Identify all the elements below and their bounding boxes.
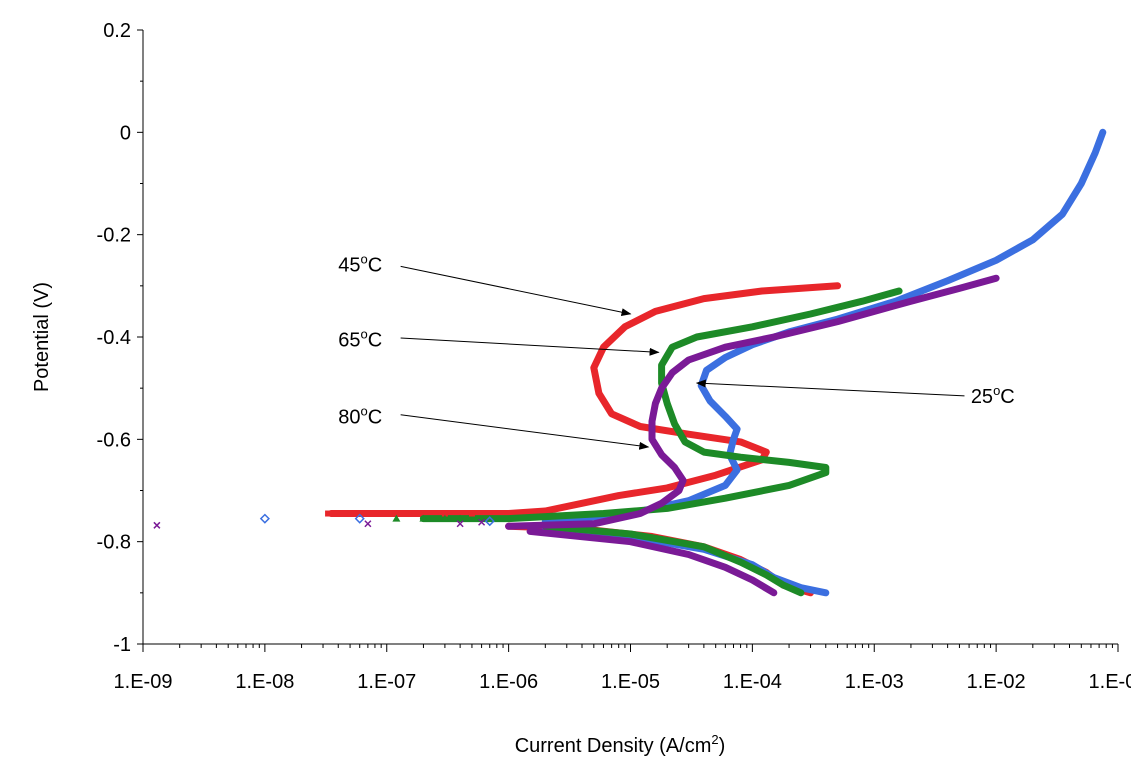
y-tick-label: 0 <box>120 122 131 144</box>
data-point-1 <box>325 510 332 517</box>
series-curve-6 <box>541 522 805 597</box>
data-point-13 <box>484 516 495 527</box>
data-point-8 <box>419 514 428 522</box>
annotation-label-80: 80oC <box>338 403 382 428</box>
y-tick-label: -0.2 <box>97 225 131 247</box>
scatter-points-layer <box>153 510 495 529</box>
data-point-3 <box>364 510 371 517</box>
y-tick-label: -1 <box>113 634 131 656</box>
annotations-layer: 45oC 65oC 80oC 25oC <box>338 251 1015 450</box>
data-point-4 <box>405 510 412 517</box>
annotation-arrow-65 <box>400 337 660 356</box>
x-tick-label: 1.E-04 <box>723 671 782 693</box>
x-tick-label: 1.E-06 <box>479 671 538 693</box>
data-point-10 <box>456 514 465 522</box>
y-tick-label: -0.8 <box>97 532 131 554</box>
x-tick-label: 1.E-02 <box>967 671 1026 693</box>
y-tick-label: -0.6 <box>97 429 131 451</box>
annotation-label-25: 25oC <box>971 383 1015 408</box>
y-tick-label: -0.4 <box>97 327 131 349</box>
x-tick-label: 1.E-05 <box>601 671 660 693</box>
series-layer <box>327 128 1107 597</box>
x-axis-title-end: ) <box>719 735 726 757</box>
series-curve-3 <box>541 128 1107 525</box>
data-point-2 <box>347 510 354 517</box>
y-tick-label: 0.2 <box>103 20 131 42</box>
axes-layer: 0.2 0 -0.2 -0.4 -0.6 -0.8 -1 1.E-09 1.E-08 1.E-07… <box>97 20 1131 693</box>
annotation-label-45: 45oC <box>338 251 382 276</box>
series-curve-5 <box>419 287 903 523</box>
annotation-arrow-45 <box>400 265 632 317</box>
x-tick-label: 1.E-07 <box>357 671 416 693</box>
x-axis-title-sup: 2 <box>711 732 718 747</box>
x-tick-label: 1.E-03 <box>845 671 904 693</box>
data-point-12 <box>354 513 365 524</box>
x-tick-label: 1.E-01 <box>1089 671 1131 693</box>
data-point-14 <box>153 521 161 529</box>
data-point-6 <box>468 510 475 517</box>
x-tick-label: 1.E-08 <box>235 671 294 693</box>
series-curve-7 <box>505 274 1000 530</box>
series-curve-8 <box>526 527 778 597</box>
data-point-7 <box>392 514 401 522</box>
annotation-arrow-25 <box>695 379 965 397</box>
series-curve-1 <box>327 282 842 517</box>
x-axis-title-main: Current Density (A/cm <box>515 735 712 757</box>
x-tick-label: 1.E-09 <box>114 671 173 693</box>
y-axis-title: Potential (V) <box>31 282 53 392</box>
data-point-11 <box>259 513 270 524</box>
data-point-15 <box>364 520 372 528</box>
data-point-9 <box>440 514 449 522</box>
x-axis-title: Current Density (A/cm2) <box>515 732 726 757</box>
annotation-arrow-80 <box>400 414 650 450</box>
data-point-17 <box>478 518 486 526</box>
annotation-label-65: 65oC <box>338 327 382 352</box>
data-point-16 <box>456 520 464 528</box>
data-point-5 <box>441 510 448 517</box>
